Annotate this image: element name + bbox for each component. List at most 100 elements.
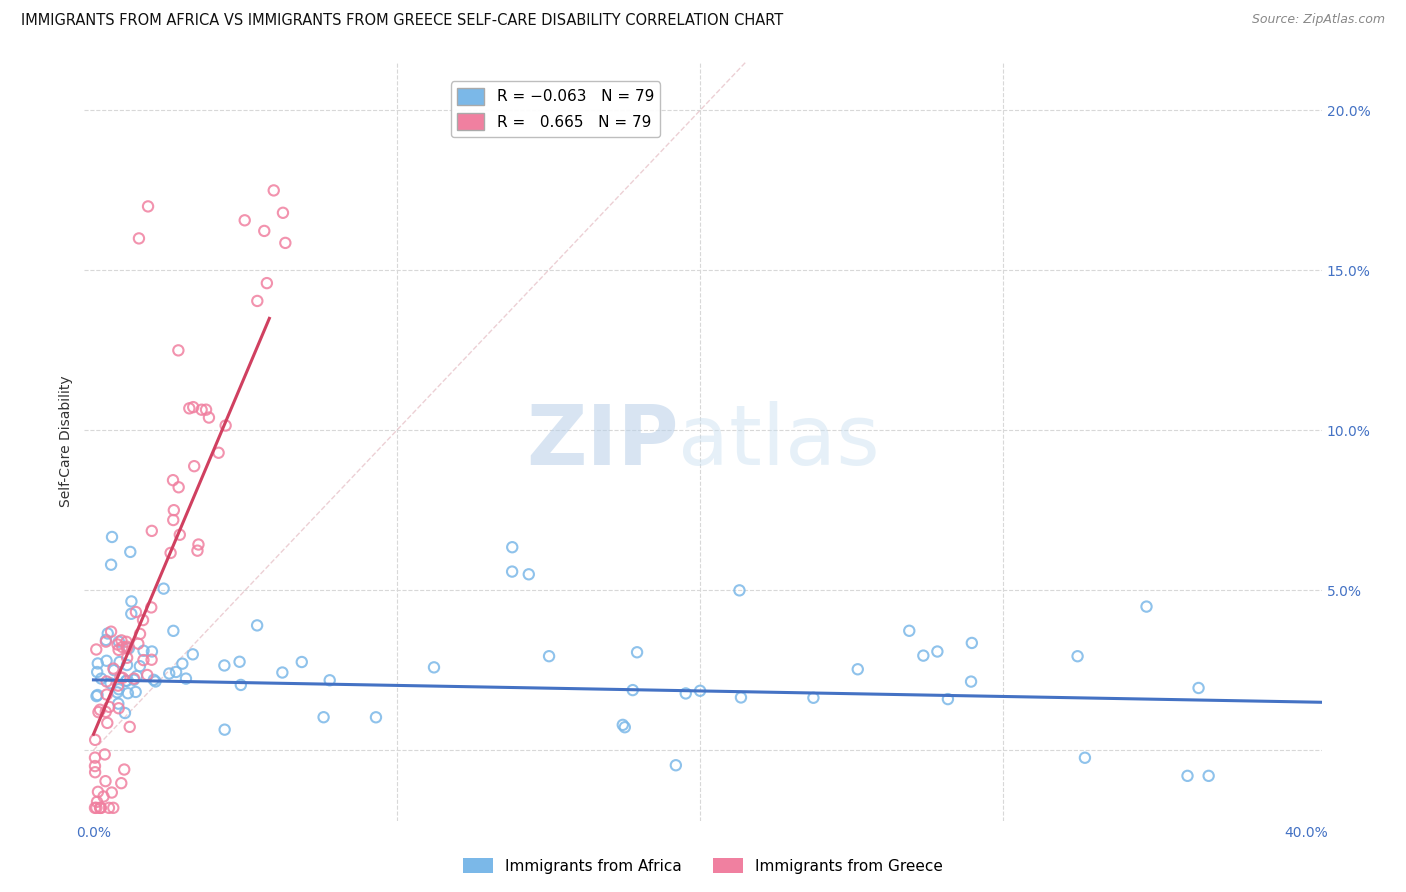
Point (89, 703, 111, 717)
Point (157, 666, 180, 681)
Point (1177, 769, 1199, 783)
Point (141, 644, 163, 658)
Point (271, 206, 294, 220)
Point (271, 665, 294, 680)
Point (136, 668, 159, 682)
Point (730, 690, 752, 705)
Point (118, 641, 141, 656)
Point (86, 795, 108, 809)
Point (84, 759, 107, 773)
Point (110, 633, 132, 648)
Point (228, 655, 250, 669)
Point (98, 699, 121, 714)
Point (111, 671, 134, 685)
Point (960, 636, 983, 650)
Point (110, 670, 132, 684)
Point (165, 665, 187, 679)
Point (665, 758, 688, 772)
Point (118, 720, 141, 734)
Point (319, 673, 342, 688)
Point (96, 674, 118, 689)
Point (728, 583, 751, 598)
Point (94, 774, 117, 789)
Point (141, 524, 163, 538)
Point (132, 613, 155, 627)
Point (246, 293, 269, 308)
Point (163, 503, 186, 517)
Point (112, 763, 135, 777)
Point (159, 546, 181, 560)
Point (181, 400, 204, 414)
Point (898, 624, 921, 638)
Point (167, 343, 190, 358)
Point (101, 530, 124, 544)
Point (190, 402, 212, 417)
Point (107, 679, 129, 693)
Point (115, 673, 138, 688)
Text: ZIP: ZIP (526, 401, 678, 482)
Point (162, 513, 184, 527)
Point (263, 183, 285, 197)
Point (90, 801, 112, 815)
Point (127, 637, 149, 651)
Point (103, 801, 125, 815)
Point (195, 402, 218, 417)
Point (612, 718, 634, 732)
Point (96, 688, 118, 702)
Point (120, 607, 142, 621)
Point (100, 676, 122, 690)
Y-axis label: Self-Care Disability: Self-Care Disability (59, 376, 73, 508)
Point (93, 789, 115, 804)
Point (125, 605, 148, 619)
Point (253, 224, 276, 238)
Point (423, 660, 446, 674)
Point (87, 785, 110, 799)
Point (1198, 769, 1220, 783)
Point (501, 565, 523, 579)
Point (103, 663, 125, 677)
Point (124, 685, 146, 699)
Point (115, 658, 138, 673)
Point (689, 683, 711, 698)
Point (501, 540, 523, 554)
Text: Source: ZipAtlas.com: Source: ZipAtlas.com (1251, 13, 1385, 27)
Text: atlas: atlas (678, 401, 880, 482)
Point (96, 654, 118, 668)
Point (100, 558, 122, 572)
Point (107, 697, 129, 711)
Point (162, 624, 184, 638)
Point (84, 765, 107, 780)
Point (803, 690, 825, 705)
Legend: R = −0.063   N = 79, R =   0.665   N = 79: R = −0.063 N = 79, R = 0.665 N = 79 (451, 81, 661, 136)
Point (87, 657, 110, 671)
Point (87, 705, 110, 719)
Point (912, 648, 935, 663)
Point (108, 634, 131, 648)
Point (846, 662, 869, 676)
Point (136, 199, 159, 213)
Point (107, 701, 129, 715)
Point (132, 644, 155, 658)
Point (129, 627, 152, 641)
Point (115, 641, 138, 656)
Point (96, 715, 118, 730)
Point (94, 632, 117, 647)
Point (120, 594, 142, 608)
Point (120, 545, 142, 559)
Point (86, 689, 108, 703)
Point (94, 634, 117, 648)
Point (107, 643, 129, 657)
Point (100, 624, 122, 639)
Point (103, 662, 125, 676)
Point (93, 747, 115, 762)
Point (621, 683, 644, 698)
Point (111, 640, 134, 654)
Point (97, 626, 120, 640)
Point (145, 674, 167, 689)
Point (936, 692, 959, 706)
Point (626, 645, 648, 659)
Point (86, 801, 108, 815)
Point (198, 410, 221, 425)
Point (90, 801, 112, 815)
Point (94, 705, 117, 719)
